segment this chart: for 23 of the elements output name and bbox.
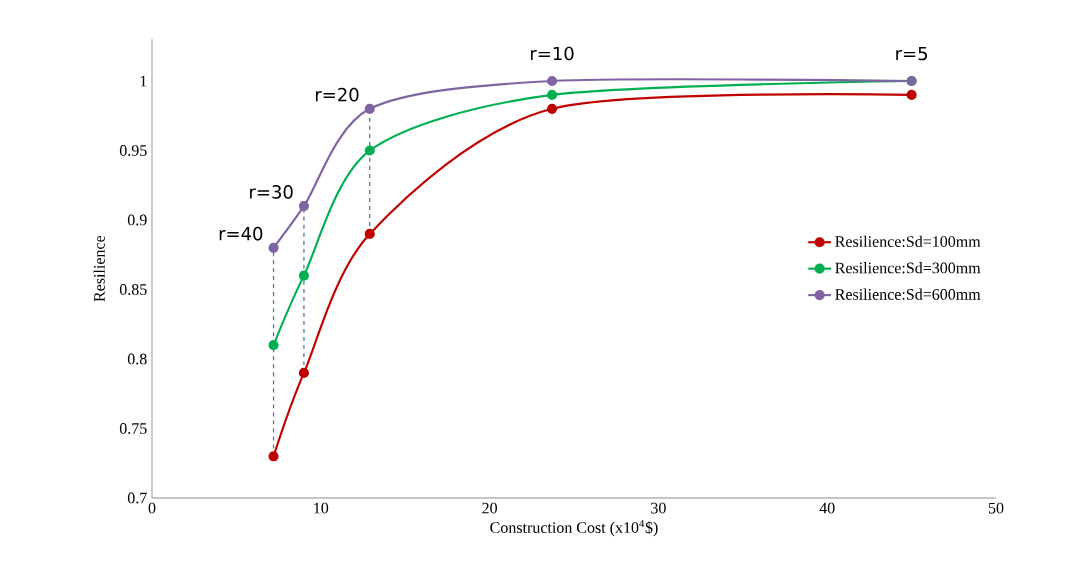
y-tick-label: 0.95 bbox=[119, 145, 147, 156]
y-axis-title: Resilience bbox=[93, 235, 105, 302]
x-tick-label: 50 bbox=[988, 502, 1004, 514]
y-tick-label: 1 bbox=[140, 75, 147, 87]
y-tick-label: 0.75 bbox=[119, 423, 147, 434]
x-tick-label: 30 bbox=[651, 502, 666, 514]
x-axis-title: Construction Cost (x10$^{4}$$) bbox=[490, 519, 658, 537]
y-tick-label: 0.9 bbox=[127, 214, 147, 226]
legend-label: Resilience:Sd=300mm bbox=[835, 262, 981, 274]
x-tick-label: 20 bbox=[482, 502, 497, 514]
x-tick-label: 10 bbox=[314, 502, 329, 514]
legend-label: Resilience:Sd=100mm bbox=[835, 235, 981, 248]
annotation: r=10 bbox=[531, 46, 574, 61]
x-tick-label: 40 bbox=[819, 502, 835, 514]
annotation: r=20 bbox=[315, 87, 359, 102]
x-tick-label: 0 bbox=[148, 502, 156, 514]
y-tick-label: 0.8 bbox=[127, 353, 147, 365]
annotation: r=40 bbox=[219, 226, 263, 241]
annotation: r=30 bbox=[250, 185, 293, 199]
y-tick-label: 0.85 bbox=[119, 284, 147, 295]
y-tick-label: 0.7 bbox=[127, 492, 147, 504]
legend-label: Resilience:Sd=600mm bbox=[835, 288, 981, 300]
annotation: r=5 bbox=[896, 46, 928, 61]
